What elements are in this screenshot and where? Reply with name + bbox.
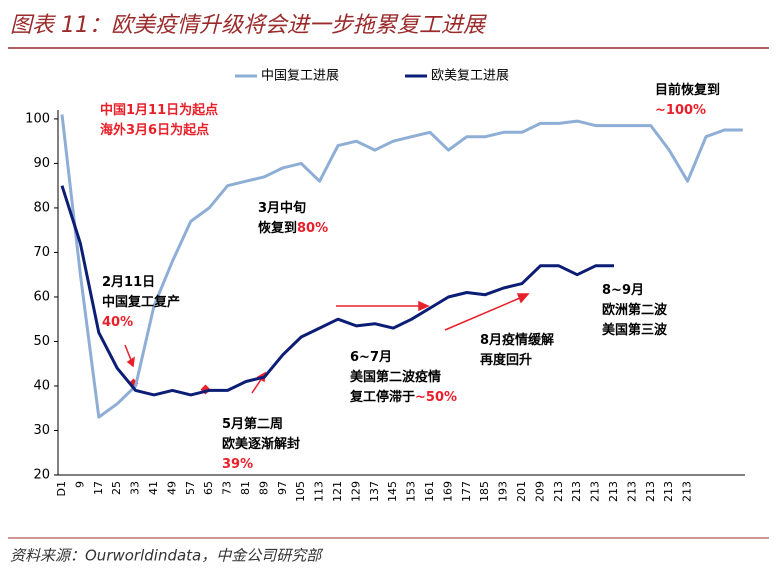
annotation-part: 美国第三波 [602, 322, 668, 338]
x-tick-label: 161 [423, 481, 436, 502]
annotation-part: 8月疫情缓解 [480, 332, 554, 348]
x-tick-label: 25 [110, 481, 123, 495]
x-tick-label: 201 [515, 481, 528, 502]
annotation: 中国1月11日为起点 [100, 102, 218, 118]
annotation-part: 40% [102, 315, 133, 330]
x-tick-label: 41 [147, 481, 160, 495]
annotation: 40% [102, 315, 133, 330]
annotation: 欧美逐渐解封 [222, 436, 300, 452]
x-tick-label: 137 [368, 481, 381, 502]
x-tick-label: 213 [662, 481, 675, 502]
annotation-part: ~50% [415, 390, 457, 405]
legend-label: 欧美复工进展 [431, 69, 509, 84]
annotation-part: 5月第二周 [222, 416, 283, 432]
x-tick-label: 97 [276, 481, 289, 495]
x-tick-label: 105 [294, 481, 307, 502]
series-line [60, 185, 614, 397]
x-tick-label: D1 [55, 481, 68, 496]
x-tick-label: 213 [681, 481, 694, 502]
x-tick-label: 213 [570, 481, 583, 502]
y-tick-label: 20 [33, 468, 50, 483]
y-tick-label: 100 [25, 111, 50, 126]
annotation: 2月11日 [102, 275, 155, 290]
x-tick-label: 81 [239, 481, 252, 495]
y-tick-label: 60 [33, 289, 50, 304]
x-tick-label: 121 [331, 481, 344, 502]
annotation: 中国复工复产 [102, 294, 180, 310]
x-tick-label: 89 [257, 481, 270, 495]
annotation-part: 39% [222, 457, 253, 472]
annotation: 6~7月 [350, 350, 392, 365]
x-tick-label: 169 [441, 481, 454, 502]
annotation: 目前恢复到 [655, 82, 720, 98]
annotation: 海外3月6日为起点 [100, 122, 209, 138]
x-tick-label: 213 [552, 481, 565, 502]
y-tick-label: 80 [33, 200, 50, 215]
y-tick-label: 40 [33, 378, 50, 393]
annotation-part: 复工停滞于 [349, 389, 415, 405]
x-tick-label: 153 [405, 481, 418, 502]
x-tick-label: 129 [349, 481, 362, 502]
annotation-part: 8~9月 [602, 283, 644, 298]
annotation: ~100% [655, 103, 706, 118]
x-tick-label: 213 [625, 481, 638, 502]
series-line [60, 114, 743, 419]
annotation-part: 2月11日 [102, 275, 155, 290]
annotation: 复工停滞于~50% [349, 389, 457, 405]
x-tick-label: 193 [497, 481, 510, 502]
annotation-part: 6~7月 [350, 350, 392, 365]
annotation: 8~9月 [602, 283, 644, 298]
annotation: 39% [222, 457, 253, 472]
y-tick-label: 50 [33, 334, 50, 349]
annotation: 美国第二波疫情 [350, 369, 441, 385]
x-tick-label: 213 [607, 481, 620, 502]
x-tick-label: 213 [644, 481, 657, 502]
source: 资料来源：Ourworldindata，中金公司研究部 [10, 547, 324, 565]
x-tick-label: 17 [92, 481, 105, 495]
x-tick-label: 49 [165, 481, 178, 495]
x-tick-label: 57 [184, 481, 197, 495]
annotation-part: 恢复到 [258, 220, 297, 236]
x-tick-label: 209 [533, 481, 546, 502]
y-tick-label: 70 [33, 245, 50, 260]
x-tick-label: 33 [129, 481, 142, 495]
annotation-part: 中国复工复产 [102, 294, 180, 310]
annotation: 3月中旬 [258, 200, 306, 216]
annotation: 再度回升 [480, 352, 532, 368]
legend-label: 中国复工进展 [261, 69, 339, 84]
chart-title: 图表 11：欧美疫情升级将会进一步拖累复工进展 [10, 13, 487, 38]
x-tick-label: 73 [221, 481, 234, 495]
annotation-part: 欧美逐渐解封 [222, 436, 300, 452]
x-tick-label: 145 [386, 481, 399, 502]
annotation-part: ~100% [655, 103, 706, 118]
annotation-part: 80% [297, 221, 328, 236]
x-tick-label: 65 [202, 481, 215, 495]
y-tick-label: 90 [33, 156, 50, 171]
y-tick-label: 30 [33, 423, 50, 438]
x-tick-label: 213 [589, 481, 602, 502]
annotation-part: 美国第二波疫情 [350, 369, 441, 385]
annotation: 8月疫情缓解 [480, 332, 554, 348]
annotation: 美国第三波 [602, 322, 668, 338]
annotation-part: 目前恢复到 [655, 82, 720, 98]
annotation-part: 3月中旬 [258, 200, 306, 216]
x-tick-label: 113 [313, 481, 326, 502]
annotation-part: 中国1月11日为起点 [100, 102, 218, 118]
annotation-part: 欧洲第二波 [602, 302, 668, 318]
annotation-part: 海外3月6日为起点 [100, 122, 209, 138]
x-tick-label: 185 [478, 481, 491, 502]
annotation: 5月第二周 [222, 416, 283, 432]
annotation-part: 再度回升 [480, 352, 532, 368]
arrows [124, 293, 530, 394]
x-tick-label: 177 [460, 481, 473, 502]
annotation: 欧洲第二波 [602, 302, 668, 318]
x-tick-label: 9 [73, 481, 86, 488]
annotation: 恢复到80% [258, 220, 328, 236]
